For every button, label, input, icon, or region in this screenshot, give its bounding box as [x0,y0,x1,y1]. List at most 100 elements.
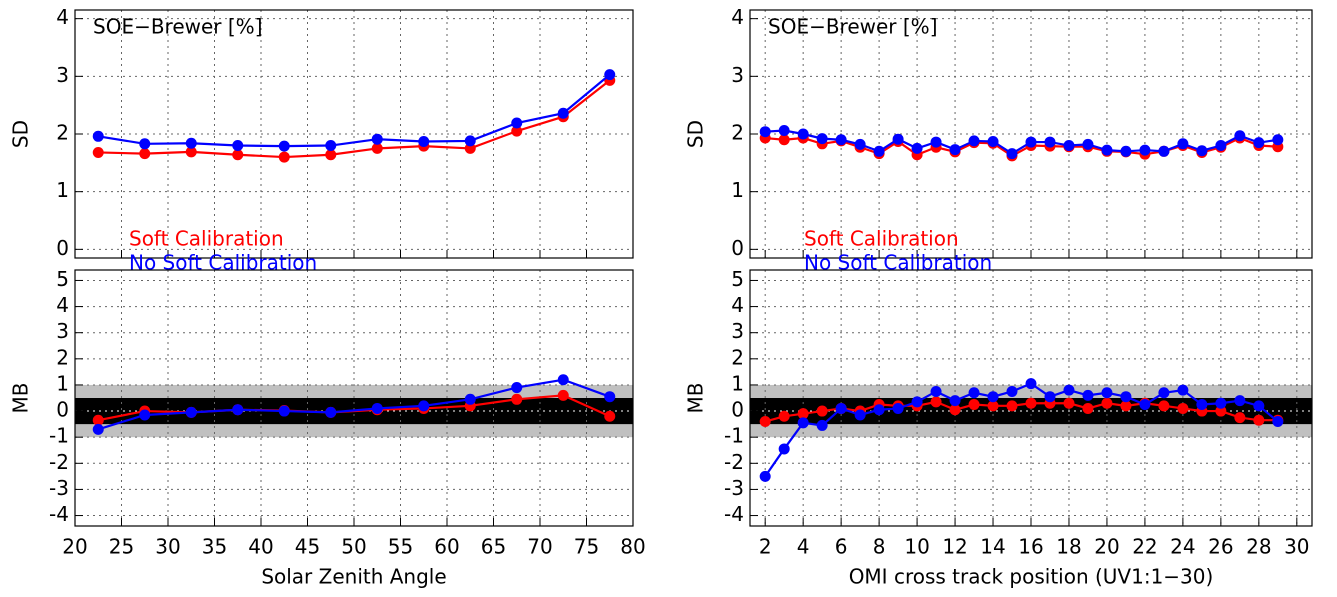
y-tick-label: 3 [56,319,69,343]
x-tick-label: 8 [873,535,886,559]
y-tick-label: 0 [56,398,69,422]
data-point [139,138,151,150]
data-point [968,399,980,411]
x-tick-label: 26 [1208,535,1233,559]
y-tick-label: 4 [731,293,744,317]
y-tick-label: 5 [731,267,744,291]
x-tick-label: 28 [1246,535,1271,559]
x-tick-label: 75 [574,535,599,559]
data-point [759,416,771,428]
data-point [1120,391,1132,403]
data-point [92,423,104,435]
data-point [911,142,923,154]
data-point [557,107,569,119]
y-tick-label: 1 [731,178,744,202]
plot-frame [749,9,1313,259]
y-tick-label: -1 [724,424,744,448]
data-point [797,417,809,429]
y-tick-label: 1 [731,371,744,395]
data-point [930,396,942,408]
y-tick-label: -3 [49,476,69,500]
data-point [1101,144,1113,156]
data-point [1158,145,1170,157]
data-point [930,385,942,397]
data-point [325,406,337,418]
data-point [1272,134,1284,146]
data-point [185,146,197,158]
data-point [464,393,476,405]
data-point [1120,145,1132,157]
data-point [1177,384,1189,396]
y-tick-label: 1 [56,371,69,395]
data-point [1158,387,1170,399]
plot-frame [74,9,634,259]
data-point [325,149,337,161]
series-line [764,400,1278,423]
data-point [1006,385,1018,397]
x-tick-label: 40 [248,535,273,559]
data-point [464,135,476,147]
y-axis-label: MB [9,383,33,414]
y-tick-label: -2 [724,450,744,474]
x-tick-label: 70 [527,535,552,559]
series-line [97,378,611,431]
data-point [1196,145,1208,157]
data-point [1063,397,1075,409]
data-point [278,405,290,417]
data-point [1044,391,1056,403]
data-point [1177,138,1189,150]
data-point [816,133,828,145]
data-point [778,443,790,455]
x-tick-label: 4 [797,535,810,559]
data-point [797,128,809,140]
data-point [1025,378,1037,390]
data-point [987,135,999,147]
data-point [778,410,790,422]
y-tick-label: 5 [56,267,69,291]
data-point [1253,414,1265,426]
plot-frame [74,269,634,527]
data-point [1234,130,1246,142]
y-tick-label: -3 [724,476,744,500]
data-point [949,144,961,156]
data-point [987,391,999,403]
x-tick-label: 16 [1018,535,1043,559]
series-line [98,79,611,159]
data-point [1063,140,1075,152]
x-tick-label: 12 [942,535,967,559]
data-point [92,414,104,426]
x-tick-label: 14 [980,535,1005,559]
data-point [968,387,980,399]
data-point [511,382,523,394]
data-point [511,117,523,129]
data-point [418,400,430,412]
x-tick-label: 6 [835,535,848,559]
data-point [185,406,197,418]
y-tick-label: 3 [731,63,744,87]
data-point [911,396,923,408]
data-point [797,408,809,420]
series-line [98,73,611,148]
data-point [835,402,847,414]
y-tick-label: 0 [731,236,744,260]
y-axis-label: SD [9,120,33,148]
data-point [1234,412,1246,424]
legend-entry: No Soft Calibration [129,251,317,275]
data-point [1082,138,1094,150]
y-tick-label: 3 [56,63,69,87]
x-tick-label: 35 [202,535,227,559]
legend-entry: No Soft Calibration [804,251,992,275]
y-tick-label: -4 [724,502,744,526]
data-point [1006,400,1018,412]
data-point [1120,400,1132,412]
data-point [1101,387,1113,399]
panel-title: SOE−Brewer [%] [93,15,263,39]
data-point [1215,397,1227,409]
data-point [1158,400,1170,412]
data-point [1082,389,1094,401]
data-point [1101,397,1113,409]
data-point [816,405,828,417]
x-tick-label: 45 [295,535,320,559]
data-point [949,404,961,416]
